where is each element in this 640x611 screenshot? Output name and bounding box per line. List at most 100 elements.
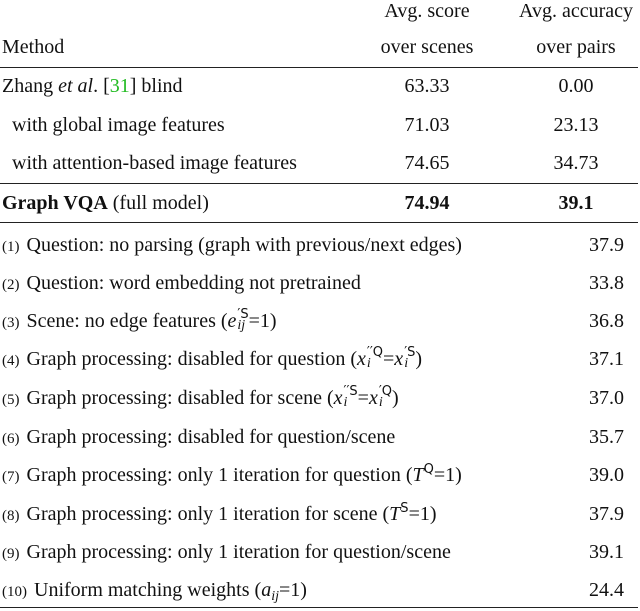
row: Graph VQA (full model) 74.94 39.1 <box>0 184 640 222</box>
text: Graph processing: only 1 iteration for q… <box>26 541 451 563</box>
num: (3) <box>2 315 20 331</box>
text: Question: no parsing (graph with previou… <box>26 234 462 256</box>
row: (9) Graph processing: only 1 iteration fo… <box>0 533 640 571</box>
accuracy: 37.9 <box>589 503 624 525</box>
rule <box>0 183 638 184</box>
note: (full model) <box>112 192 209 214</box>
score: 63.33 <box>404 75 450 97</box>
sup: S <box>400 501 409 516</box>
accuracy: 37.9 <box>589 234 624 256</box>
method: (10) Uniform matching weights (aij=1) <box>2 571 307 611</box>
text: Zhang <box>2 75 59 97</box>
text: = <box>383 348 395 370</box>
accuracy: 23.13 <box>553 114 599 136</box>
text: Graph processing: disabled for question/… <box>26 426 396 448</box>
text: =1) <box>408 503 437 525</box>
sup: ′S <box>237 307 249 323</box>
text: ] blind <box>129 75 183 97</box>
row: (10) Uniform matching weights (aij=1) 24.4 <box>0 571 640 609</box>
text: ) <box>415 348 423 370</box>
accuracy: 35.7 <box>589 426 624 448</box>
row: (3) Scene: no edge features (e ′S ij =1) 36.8 <box>0 302 640 340</box>
header-score: Avg. score <box>384 0 470 22</box>
method: (2) Question: word embedding not pretrain… <box>2 264 361 304</box>
num: (8) <box>2 508 20 524</box>
method: Zhang et al. [31] blind <box>2 67 183 105</box>
text: Graph processing: disabled for question … <box>26 348 357 370</box>
math: T <box>412 464 424 486</box>
citation[interactable]: 31 <box>109 75 130 97</box>
method: (1) Question: no parsing (graph with prev… <box>2 226 462 266</box>
script: ′′Q i <box>366 345 384 372</box>
header-accuracy: over pairs <box>536 36 616 58</box>
text: et al <box>58 75 94 97</box>
row: (4) Graph processing: disabled for questi… <box>0 340 640 378</box>
math: e <box>227 310 237 332</box>
sup: Q <box>423 462 434 477</box>
math: x <box>356 348 366 370</box>
rule <box>0 222 638 223</box>
num: (9) <box>2 546 20 562</box>
header-accuracy: Avg. accuracy <box>518 0 633 22</box>
header-score: over scenes <box>380 36 474 58</box>
rule <box>0 67 638 68</box>
sub: i <box>366 356 371 372</box>
accuracy: 39.0 <box>589 464 624 486</box>
accuracy: 39.1 <box>589 541 624 563</box>
text: ) <box>392 387 399 409</box>
sup: ′S <box>404 345 416 361</box>
score: 74.94 <box>404 192 450 214</box>
math: x <box>368 387 378 409</box>
method: (3) Scene: no edge features (e ′S ij =1) <box>2 302 277 342</box>
row: with global image features 71.03 23.13 <box>0 106 640 144</box>
script: ′′S i <box>343 385 358 411</box>
row: (8) Graph processing: only 1 iteration fo… <box>0 495 640 533</box>
sub: ij <box>237 318 246 334</box>
text: Graph processing: disabled for scene ( <box>26 387 334 409</box>
method-name: Graph VQA <box>2 192 108 214</box>
accuracy: 37.0 <box>589 387 624 409</box>
script: ′S i <box>404 345 416 371</box>
sub: i <box>378 395 383 411</box>
accuracy: 24.4 <box>589 579 624 601</box>
num: (7) <box>2 469 20 485</box>
header-method: Method <box>2 36 65 58</box>
text: =1) <box>248 310 277 332</box>
accuracy: 34.73 <box>553 152 599 174</box>
method: with global image features <box>12 114 225 136</box>
math: T <box>389 503 401 525</box>
math: x <box>333 387 343 409</box>
text: Graph processing: only 1 iteration for s… <box>26 503 390 525</box>
math: x <box>394 348 404 370</box>
accuracy: 0.00 <box>558 75 594 97</box>
row: (1) Question: no parsing (graph with prev… <box>0 226 640 264</box>
row: (7) Graph processing: only 1 iteration fo… <box>0 456 640 494</box>
text: Scene: no edge features ( <box>26 310 228 332</box>
method: (9) Graph processing: only 1 iteration fo… <box>2 533 451 573</box>
math: a <box>261 579 272 601</box>
method: with attention-based image features <box>12 152 297 174</box>
score: 71.03 <box>404 114 450 136</box>
accuracy: 39.1 <box>558 192 594 214</box>
row: (5) Graph processing: disabled for scene … <box>0 379 640 417</box>
method: (6) Graph processing: disabled for questi… <box>2 418 395 458</box>
score: 74.65 <box>404 152 450 174</box>
row: Zhang et al. [31] blind 63.33 0.00 <box>0 67 640 105</box>
text: Uniform matching weights ( <box>34 579 262 601</box>
text: =1) <box>278 579 307 601</box>
num: (6) <box>2 431 20 447</box>
method: Graph VQA (full model) <box>2 184 209 222</box>
num: (1) <box>2 239 20 255</box>
accuracy: 36.8 <box>589 310 624 332</box>
text: =1) <box>433 464 462 486</box>
script: ′S ij <box>237 307 249 334</box>
num: (5) <box>2 392 20 408</box>
script: ′Q i <box>378 385 392 411</box>
sub: i <box>343 395 348 411</box>
sup: ′′Q <box>366 345 384 361</box>
text: Graph processing: only 1 iteration for q… <box>26 464 413 486</box>
row: with attention-based image features 74.6… <box>0 144 640 182</box>
header-row-2: Method over scenes over pairs <box>0 28 640 66</box>
row: (6) Graph processing: disabled for questi… <box>0 418 640 456</box>
